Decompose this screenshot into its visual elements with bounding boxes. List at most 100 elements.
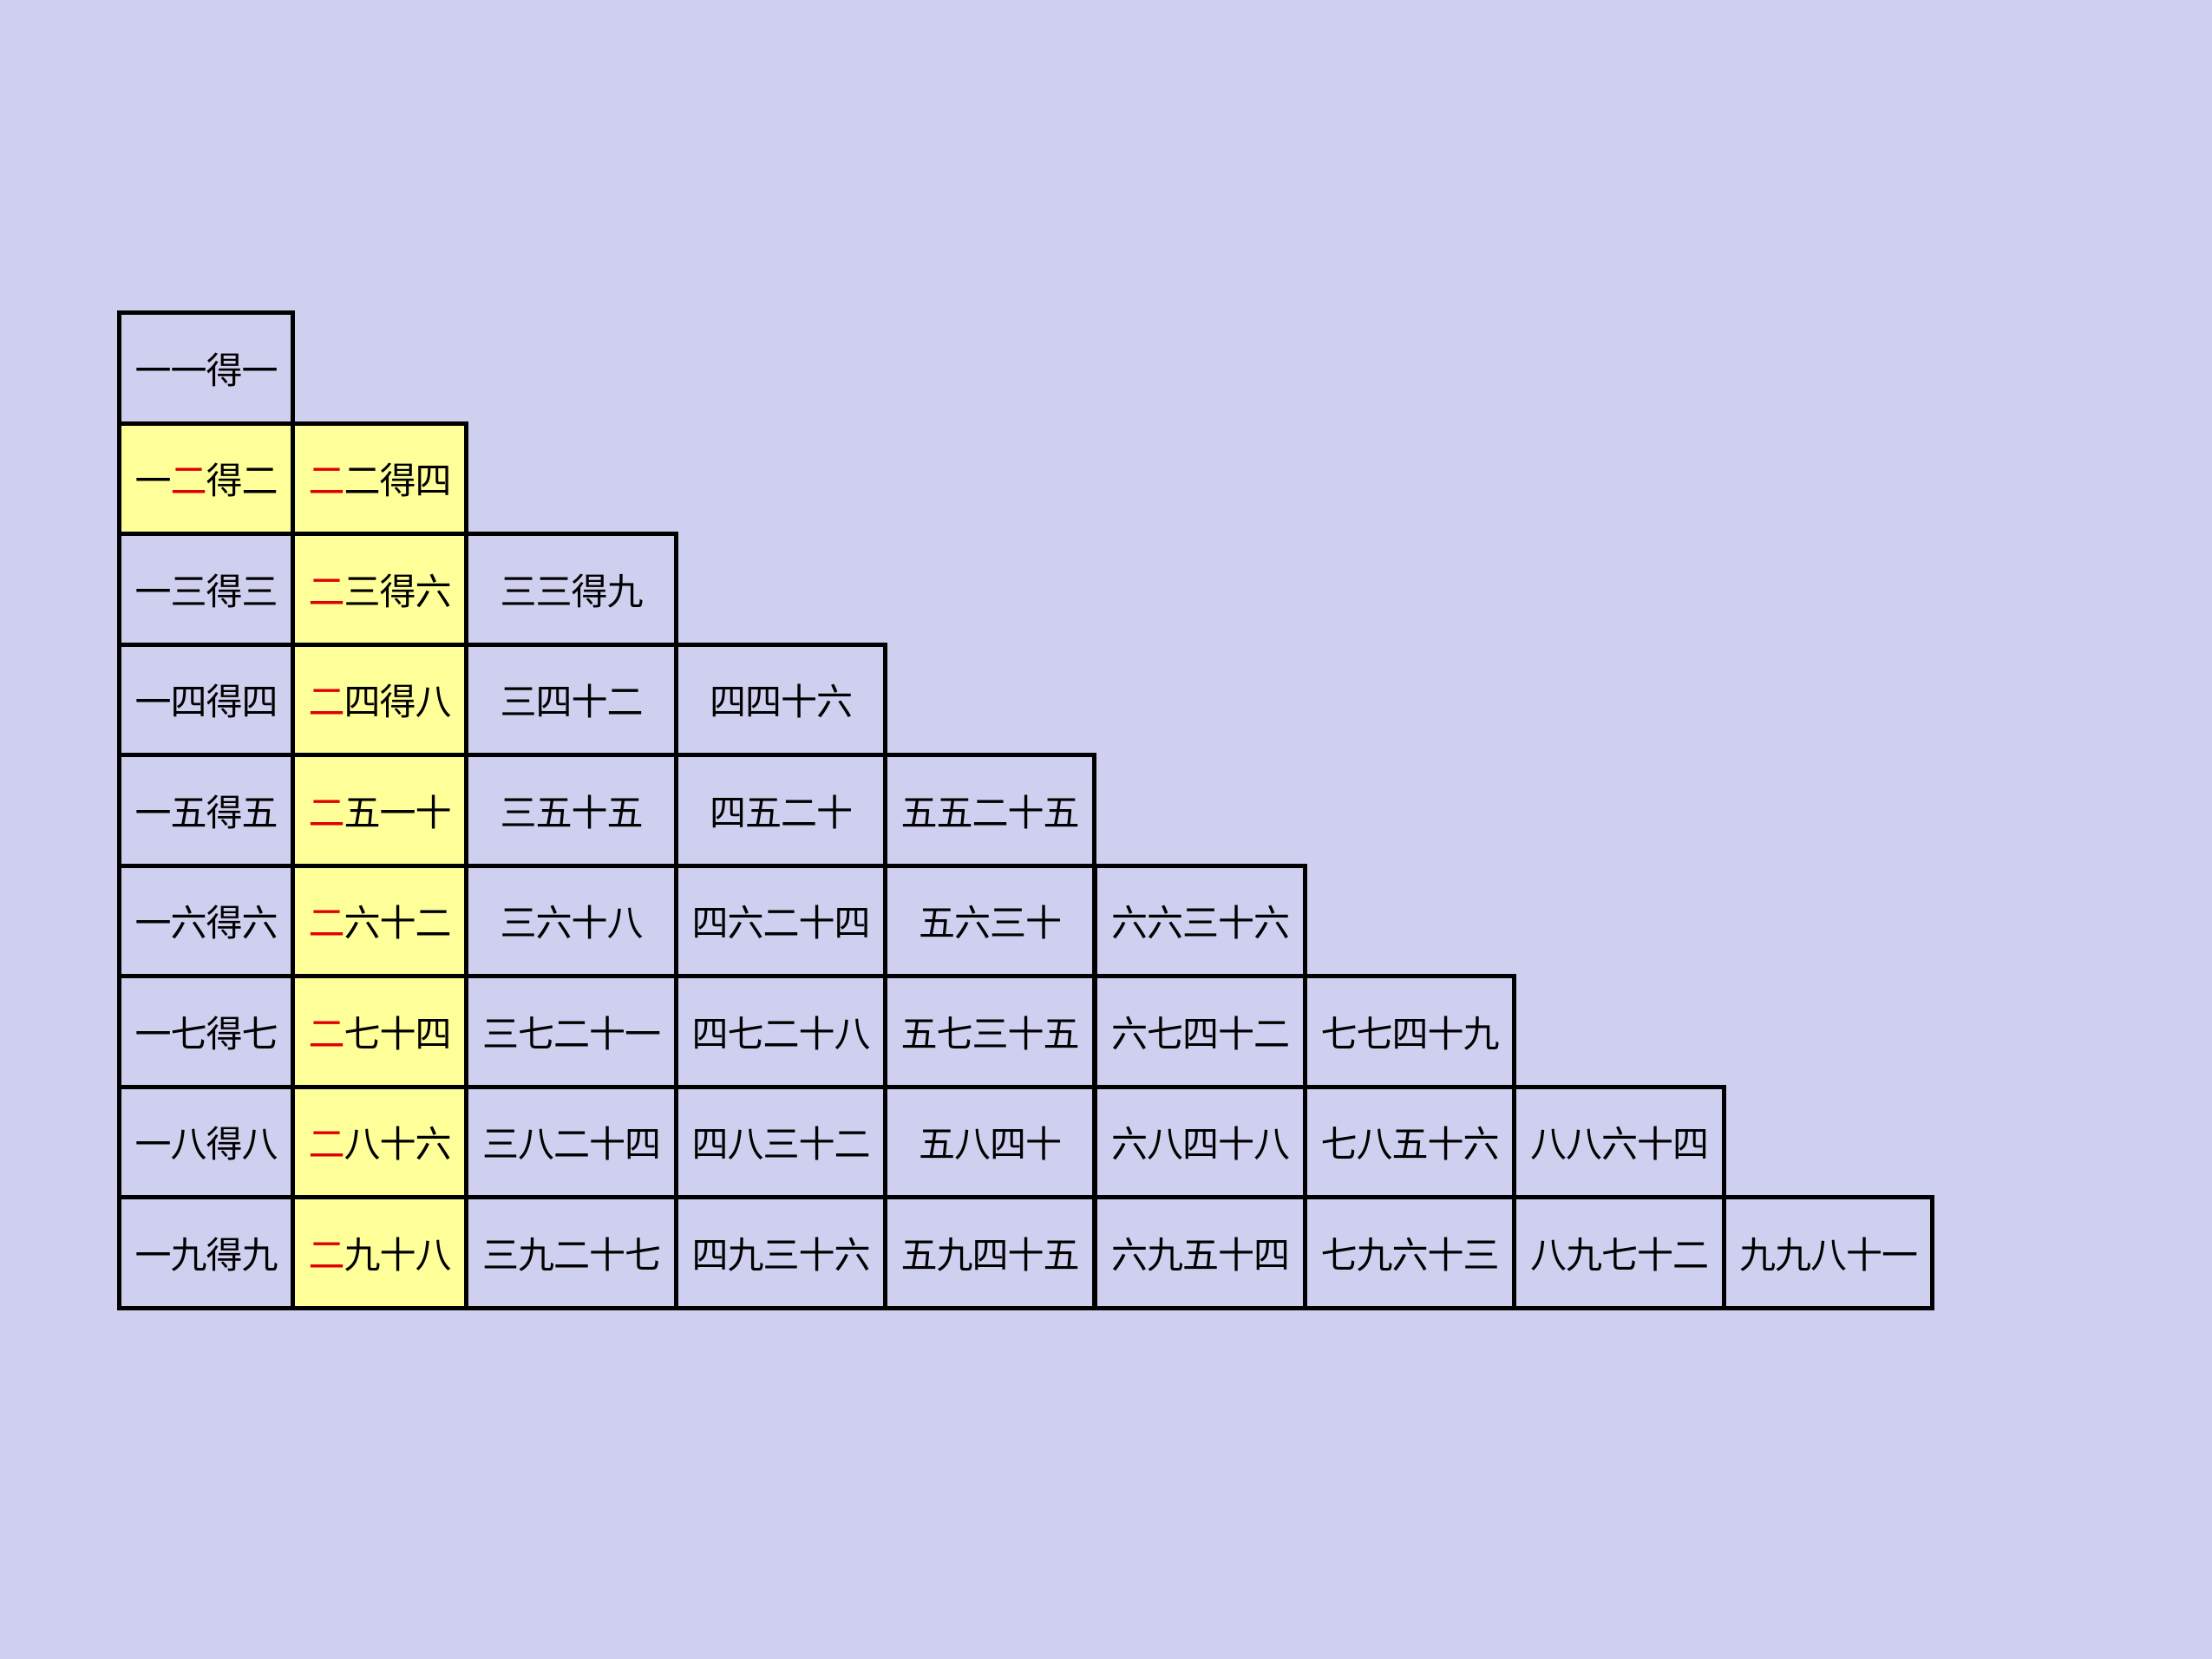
cell-char: 五 (170, 791, 206, 834)
cell-char: 六 (727, 902, 763, 945)
cell-char: 十 (589, 1123, 625, 1166)
cell-char: 四 (1391, 1012, 1428, 1055)
cell-char: 八 (1529, 1123, 1567, 1166)
table-cell: 三七二十一 (464, 974, 678, 1089)
table-cell: 一九得九 (117, 1195, 295, 1310)
cell-char: 十 (1846, 1233, 1882, 1277)
cell-char: 得 (206, 902, 243, 945)
cell-char: 五 (535, 791, 572, 834)
cell-char: 四 (709, 681, 746, 724)
cell-char: 十 (1218, 1012, 1254, 1055)
cell-char: 一 (134, 1012, 171, 1055)
cell-char: 九 (1146, 1233, 1183, 1277)
cell-char: 七 (727, 1012, 763, 1055)
cell-char: 十 (1427, 1123, 1464, 1166)
table-cell: 五八四十 (883, 1084, 1096, 1199)
cell-char: 二 (762, 902, 799, 945)
cell-char: 十 (1427, 1233, 1464, 1277)
cell-char: 四 (691, 1233, 728, 1277)
cell-char: 六 (1110, 902, 1148, 945)
table-cell: 三四十二 (464, 642, 678, 757)
cell-char: 三 (500, 902, 536, 945)
cell-char: 二 (308, 681, 344, 724)
cell-char: 六 (1391, 1233, 1428, 1277)
cell-char: 六 (1110, 1012, 1148, 1055)
cell-char: 三 (170, 570, 206, 613)
cell-char: 四 (691, 902, 728, 945)
cell-char: 十 (798, 902, 835, 945)
table-cell: 三六十八 (464, 863, 678, 978)
cell-char: 二 (834, 1123, 871, 1166)
cell-char: 六 (834, 1233, 871, 1277)
table-cell: 一三得三 (117, 532, 295, 647)
cell-char: 二 (781, 791, 817, 834)
cell-char: 十 (1025, 1123, 1062, 1166)
cell-char: 八 (953, 1123, 991, 1166)
cell-char: 二 (308, 570, 344, 613)
cell-char: 十 (379, 1233, 416, 1277)
table-cell: 六七四十二 (1093, 974, 1307, 1089)
cell-char: 四 (1253, 1233, 1290, 1277)
cell-char: 七 (1356, 1012, 1392, 1055)
cell-char: 四 (344, 681, 380, 724)
cell-char: 三 (500, 570, 536, 613)
cell-char: 五 (918, 902, 955, 945)
table-cell: 四四十六 (674, 642, 887, 757)
cell-char: 四 (1181, 1123, 1219, 1166)
cell-char: 九 (1738, 1233, 1776, 1277)
cell-char: 七 (170, 1012, 206, 1055)
cell-char: 三 (500, 681, 536, 724)
table-cell: 二六十二 (291, 863, 468, 978)
cell-char: 八 (415, 1233, 452, 1277)
cell-char: 二 (241, 460, 278, 503)
cell-char: 十 (1218, 902, 1254, 945)
cell-char: 得 (571, 570, 608, 613)
cell-char: 九 (1356, 1233, 1392, 1277)
cell-char: 二 (415, 902, 452, 945)
cell-char: 十 (1007, 791, 1044, 834)
cell-char: 十 (1025, 902, 1062, 945)
cell-char: 六 (1110, 1123, 1148, 1166)
cell-char: 二 (308, 902, 344, 945)
cell-char: 十 (1637, 1233, 1673, 1277)
cell-char: 三 (535, 570, 572, 613)
table-cell: 一六得六 (117, 863, 295, 978)
cell-char: 九 (1463, 1012, 1500, 1055)
table-cell: 六九五十四 (1093, 1195, 1307, 1310)
cell-char: 一 (134, 1233, 171, 1277)
cell-char: 五 (1043, 1012, 1080, 1055)
cell-char: 得 (206, 570, 243, 613)
cell-char: 八 (344, 1123, 380, 1166)
cell-char: 六 (1110, 1233, 1148, 1277)
cell-char: 七 (517, 1012, 554, 1055)
cell-char: 七 (1600, 1233, 1638, 1277)
cell-char: 十 (781, 681, 817, 724)
table-cell: 一一得一 (117, 310, 295, 426)
cell-char: 二 (606, 681, 644, 724)
cell-char: 七 (1320, 1123, 1357, 1166)
cell-char: 六 (953, 902, 991, 945)
cell-char: 二 (308, 791, 344, 834)
cell-char: 十 (1218, 1233, 1254, 1277)
cell-char: 四 (691, 1123, 728, 1166)
cell-char: 四 (990, 1123, 1026, 1166)
cell-char: 一 (241, 349, 278, 392)
cell-char: 九 (241, 1233, 278, 1277)
cell-char: 五 (606, 791, 644, 834)
cell-char: 八 (241, 1123, 278, 1166)
cell-char: 八 (517, 1123, 554, 1166)
cell-char: 十 (1007, 1012, 1044, 1055)
cell-char: 得 (206, 791, 243, 834)
table-cell: 二三得六 (291, 532, 468, 647)
cell-char: 十 (1007, 1233, 1044, 1277)
cell-char: 四 (1181, 1012, 1219, 1055)
table-cell: 六八四十八 (1093, 1084, 1307, 1199)
table-cell: 一五得五 (117, 753, 295, 868)
table-cell: 二五一十 (291, 753, 468, 868)
cell-char: 四 (625, 1123, 661, 1166)
cell-char: 十 (1427, 1012, 1464, 1055)
cell-char: 五 (1043, 1233, 1080, 1277)
cell-char: 四 (415, 460, 452, 503)
cell-char: 七 (1320, 1233, 1357, 1277)
cell-char: 二 (553, 1123, 590, 1166)
